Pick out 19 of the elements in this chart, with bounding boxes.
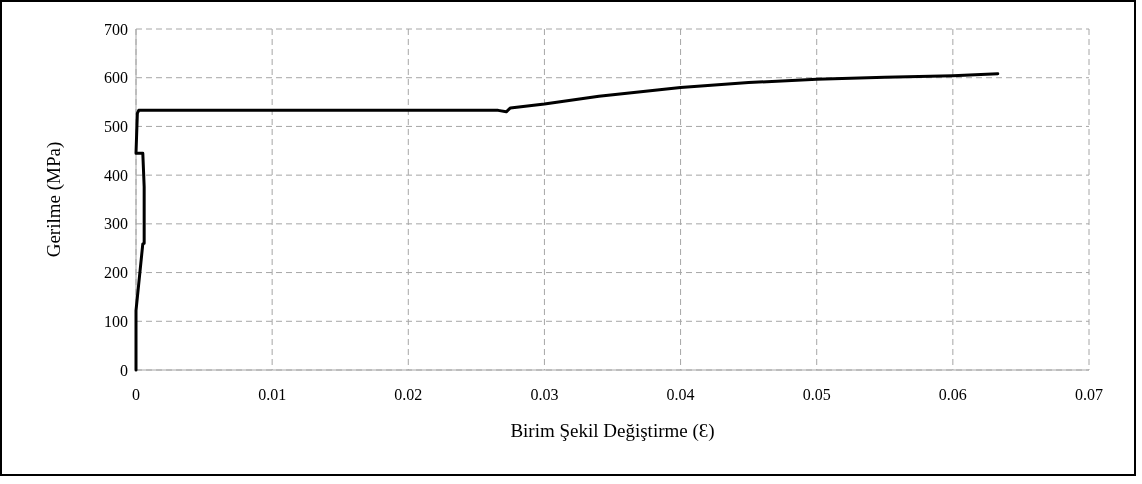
x-tick-label: 0.02 xyxy=(394,386,423,403)
y-tick-label: 200 xyxy=(104,264,128,282)
y-tick-label: 100 xyxy=(104,312,128,330)
y-tick-label: 600 xyxy=(104,69,128,87)
y-axis-title: Gerilme (MPa) xyxy=(43,141,65,258)
y-tick-label: 500 xyxy=(104,118,128,136)
x-tick-label: 0.07 xyxy=(1075,386,1103,403)
line-series xyxy=(134,72,1000,372)
x-tick-label: 0.06 xyxy=(938,386,967,403)
x-tick-label: 0.03 xyxy=(530,386,559,403)
y-tick-label: 400 xyxy=(104,166,128,184)
y-tick-label: 0 xyxy=(120,361,128,379)
x-tick-label: 0.01 xyxy=(258,386,287,403)
x-tick-label: 0.05 xyxy=(802,386,831,403)
x-axis-title: Birim Şekil Değiştirme (Ɛ) xyxy=(510,420,715,442)
x-tick-label: 0.04 xyxy=(666,386,695,403)
x-tick-label: 0 xyxy=(132,386,140,403)
y-tick-label: 700 xyxy=(104,20,128,38)
y-tick-label: 300 xyxy=(104,215,128,233)
